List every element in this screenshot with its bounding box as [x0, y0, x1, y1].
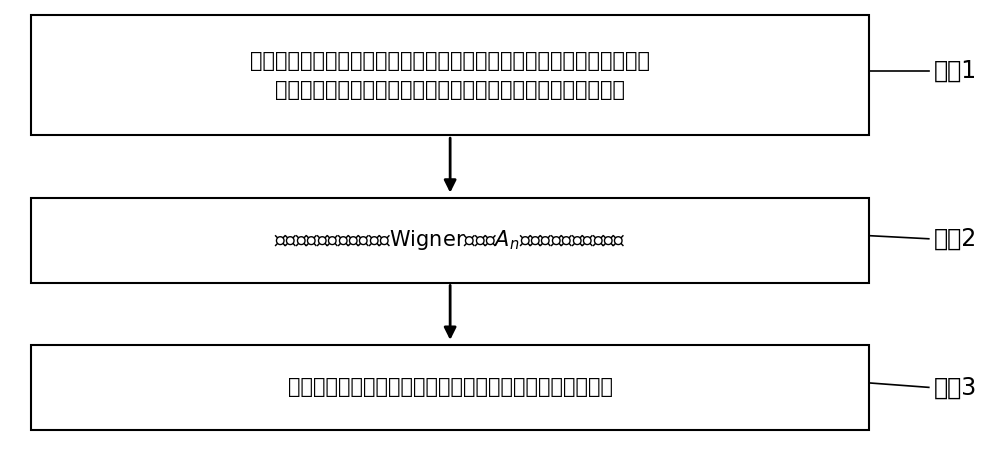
FancyBboxPatch shape — [31, 15, 869, 135]
Text: 基于复数域匹配追踪算法，利用变步长跳跃式搜索的算法，搜索获得最佳: 基于复数域匹配追踪算法，利用变步长跳跃式搜索的算法，搜索获得最佳 — [250, 51, 650, 70]
Text: 匹配的尺度因子及频率因子，进而计算得到地震道最佳匹配分解: 匹配的尺度因子及频率因子，进而计算得到地震道最佳匹配分解 — [275, 79, 625, 100]
Text: 步骤3: 步骤3 — [934, 375, 977, 399]
Text: 步骤1: 步骤1 — [934, 58, 977, 83]
FancyBboxPatch shape — [31, 198, 869, 282]
Text: 根据得到时频谱的频率变化特征获得采样点的油气监测数据: 根据得到时频谱的频率变化特征获得采样点的油气监测数据 — [288, 377, 613, 397]
Text: 步骤2: 步骤2 — [934, 227, 977, 251]
FancyBboxPatch shape — [31, 345, 869, 430]
Text: 根据最佳匹配分解，结合Wigner分布与$A_n$的模值计算获得时频谱: 根据最佳匹配分解，结合Wigner分布与$A_n$的模值计算获得时频谱 — [274, 228, 626, 252]
